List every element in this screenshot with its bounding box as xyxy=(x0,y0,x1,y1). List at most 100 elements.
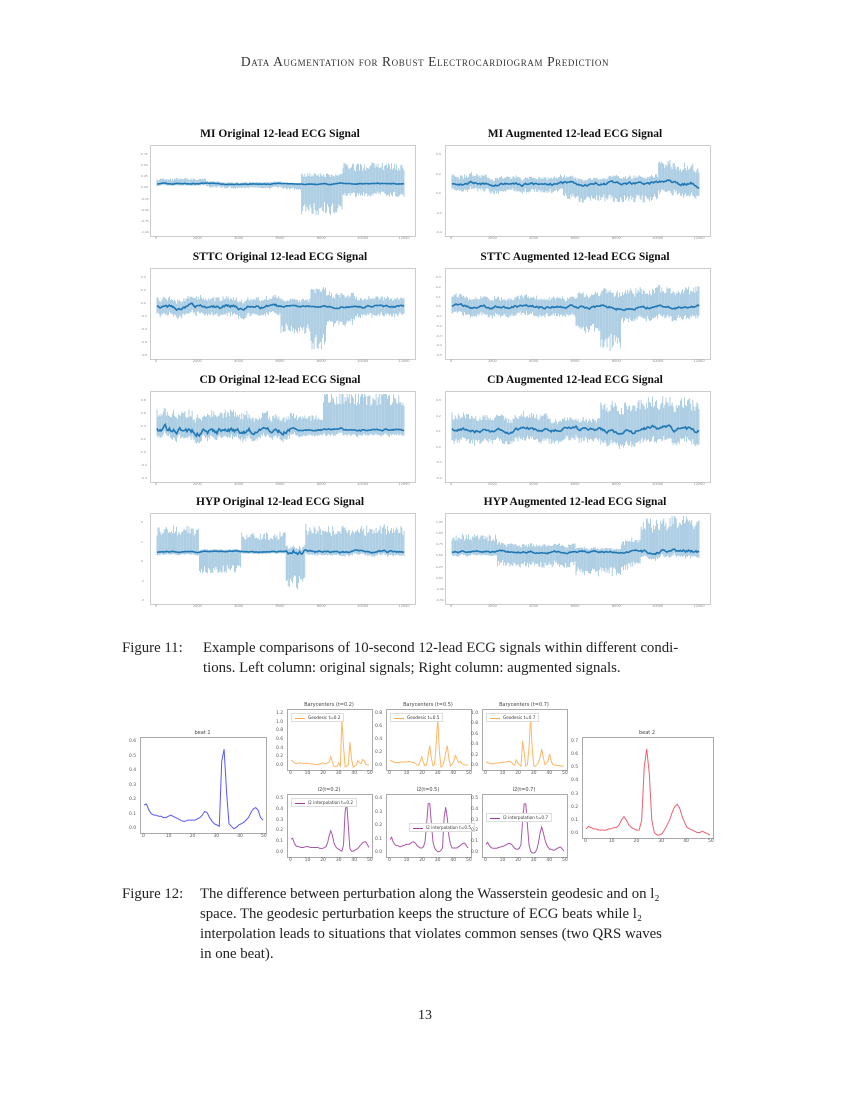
ecg-signal-trace xyxy=(451,516,700,577)
x-tick-label: 0 xyxy=(449,604,453,608)
l2-t07-plot: l2(t=0.7) 0.5 0.4 0.3 0.2 0.1 0.0 0 10 20 30 40 50 l2… xyxy=(471,787,568,871)
x-tick-label: 8000 xyxy=(316,604,326,608)
x-tick-label: 2000 xyxy=(192,482,202,486)
y-tick-label: 0.50 xyxy=(436,553,443,558)
y-tick-label: 0.5 xyxy=(471,796,479,801)
x-tick-label: 50 xyxy=(562,771,568,776)
subplot-title: l2(t=0.2) xyxy=(317,787,341,793)
x-tick-label: 10000 xyxy=(357,482,369,486)
ecg-panel-mi-original: MI Original 12-lead ECG Signal 0.75 0.50 0.… xyxy=(140,128,420,248)
y-tick-label: 0.2 xyxy=(375,750,383,755)
x-tick-label: 10 xyxy=(165,834,172,839)
y-tick-label: 0.4 xyxy=(276,806,284,812)
subplot-title: beat 1 xyxy=(194,730,211,736)
y-tick-label: -0.1 xyxy=(436,314,442,318)
legend: Geodesic t=0.7 xyxy=(486,713,540,722)
x-axis-ticks: 0 2000 4000 6000 8000 10000 12000 xyxy=(150,359,414,365)
x-tick-label: 10000 xyxy=(357,359,369,363)
y-tick-label: -1.00 xyxy=(141,230,149,234)
x-tick-label: 12000 xyxy=(398,236,410,240)
x-axis-ticks: 0 2000 4000 6000 8000 10000 12000 xyxy=(445,236,709,242)
x-tick-label: 2000 xyxy=(487,236,497,240)
y-tick-label: -0.2 xyxy=(436,476,442,480)
y-tick-label: 0.1 xyxy=(571,817,579,823)
x-tick-label: 2000 xyxy=(192,359,202,363)
x-tick-label: 20 xyxy=(515,858,521,863)
subplot-area: 0.7 0.6 0.5 0.4 0.3 0.2 0.1 0.0 0 10 20 30 40 50 xyxy=(571,737,714,844)
y-tick-label: -0.4 xyxy=(141,327,147,331)
figure-11-caption-line2: tions. Left column: original signals; Ri… xyxy=(203,660,621,676)
x-tick-label: 0 xyxy=(388,771,391,776)
x-axis-ticks: 0 2000 4000 6000 8000 10000 12000 xyxy=(445,359,709,365)
x-tick-label: 8000 xyxy=(611,482,621,486)
ecg-panel-sttc-original: STTC Original 12-lead ECG Signal 0.4 0.2 0.… xyxy=(140,251,420,371)
l2-t02-plot: l2(t=0.2) 0.5 0.4 0.3 0.2 0.1 0.0 0 10 20 30 40 50 l2… xyxy=(276,787,373,871)
y-tick-label: 0.5 xyxy=(129,753,137,759)
x-tick-label: 20 xyxy=(419,858,425,863)
y-tick-label: 0.4 xyxy=(571,778,579,784)
y-tick-label: -1 xyxy=(141,578,144,583)
x-tick-label: 20 xyxy=(320,771,326,776)
x-tick-label: 8000 xyxy=(316,236,326,240)
beat-1-plot: beat 1 0.6 0.5 0.4 0.3 0.2 0.1 0.0 0 10 20 30 40 50 xyxy=(129,730,267,847)
subplot-title: Barycenters (t=0.7) xyxy=(499,702,549,708)
ecg-panel-title: HYP Augmented 12-lead ECG Signal xyxy=(483,496,667,508)
x-tick-label: 0 xyxy=(154,236,158,240)
x-tick-label: 50 xyxy=(466,771,472,776)
ecg-signal-trace xyxy=(451,160,700,203)
x-axis-ticks: 0 2000 4000 6000 8000 10000 12000 xyxy=(150,236,414,242)
x-tick-label: 10000 xyxy=(652,604,664,608)
beat-trace xyxy=(585,749,711,836)
x-tick-label: 20 xyxy=(633,839,640,844)
subplot-area: 1.2 1.0 0.8 0.6 0.4 0.2 0.0 0 10 20 30 40 50 Geodesic… xyxy=(276,709,373,776)
x-tick-label: 40 xyxy=(450,858,457,863)
x-tick-label: 30 xyxy=(658,839,665,844)
y-tick-label: 0.1 xyxy=(129,811,137,817)
y-tick-label: 0.3 xyxy=(436,398,441,402)
ecg-panel-cd-original: CD Original 12-lead ECG Signal 0.8 0.6 0.4 0… xyxy=(140,374,420,494)
x-tick-label: 12000 xyxy=(693,482,705,486)
y-tick-label: 0.0 xyxy=(471,850,479,855)
y-tick-label: 0.3 xyxy=(129,782,137,788)
y-tick-label: 2 xyxy=(141,520,143,524)
x-tick-label: 40 xyxy=(351,858,358,863)
x-tick-label: 10 xyxy=(608,839,615,844)
subplot-area: 0.8 0.6 0.4 0.2 0.0 0 10 20 30 40 50 Geodesic t=0.5 xyxy=(375,709,472,776)
y-tick-label: -0.4 xyxy=(436,230,442,234)
y-tick-label: 0.2 xyxy=(141,288,146,292)
x-tick-label: 10 xyxy=(403,858,410,863)
x-tick-label: 0 xyxy=(388,858,391,863)
y-tick-label: 0.5 xyxy=(571,765,579,771)
x-tick-label: 2000 xyxy=(192,604,202,608)
ecg-panel-hyp-augmented: HYP Augmented 12-lead ECG Signal 1.25 1.00… xyxy=(435,496,715,616)
x-tick-label: 0 xyxy=(289,858,292,863)
legend: l2 interpolation t=0.7 xyxy=(486,813,553,822)
legend-swatch xyxy=(295,717,305,719)
y-tick-label: -0.6 xyxy=(141,340,147,344)
y-tick-label: 0.3 xyxy=(571,791,579,797)
y-tick-label: -0.2 xyxy=(141,314,147,318)
y-tick-label: 0.25 xyxy=(436,564,443,569)
x-tick-label: 8000 xyxy=(611,236,621,240)
figure-11-caption-line1: Example comparisons of 10-second 12-lead… xyxy=(203,640,679,656)
legend-label: Geodesic t=0.5 xyxy=(407,715,440,720)
x-tick-label: 40 xyxy=(546,771,553,776)
x-tick-label: 20 xyxy=(189,834,196,839)
x-tick-label: 6000 xyxy=(570,359,580,363)
ecg-panel-cd-augmented: CD Augmented 12-lead ECG Signal 0.3 0.2 0.1… xyxy=(435,374,715,494)
x-tick-label: 30 xyxy=(530,771,537,776)
ecg-signal-trace xyxy=(156,523,405,590)
x-tick-label: 0 xyxy=(484,858,487,863)
y-tick-label: 0.2 xyxy=(375,823,383,828)
subplot-area: 0.6 0.5 0.4 0.3 0.2 0.1 0.0 0 10 20 30 40 50 xyxy=(129,737,267,839)
figure-12-caption-line2: space. The geodesic perturbation keeps t… xyxy=(200,906,643,922)
y-tick-label: 0.00 xyxy=(436,575,443,580)
subplot-title: Barycenters (t=0.5) xyxy=(403,702,453,708)
ecg-panel-title: CD Original 12-lead ECG Signal xyxy=(199,374,361,386)
x-tick-label: 12000 xyxy=(398,359,410,363)
x-tick-label: 20 xyxy=(320,858,326,863)
x-tick-label: 12000 xyxy=(398,604,410,608)
x-tick-label: 4000 xyxy=(234,604,244,608)
y-tick-label: -0.5 xyxy=(436,353,442,357)
barycenter-t05-plot: Barycenters (t=0.5) 0.8 0.6 0.4 0.2 0.0 0 10 20 3… xyxy=(375,702,472,784)
